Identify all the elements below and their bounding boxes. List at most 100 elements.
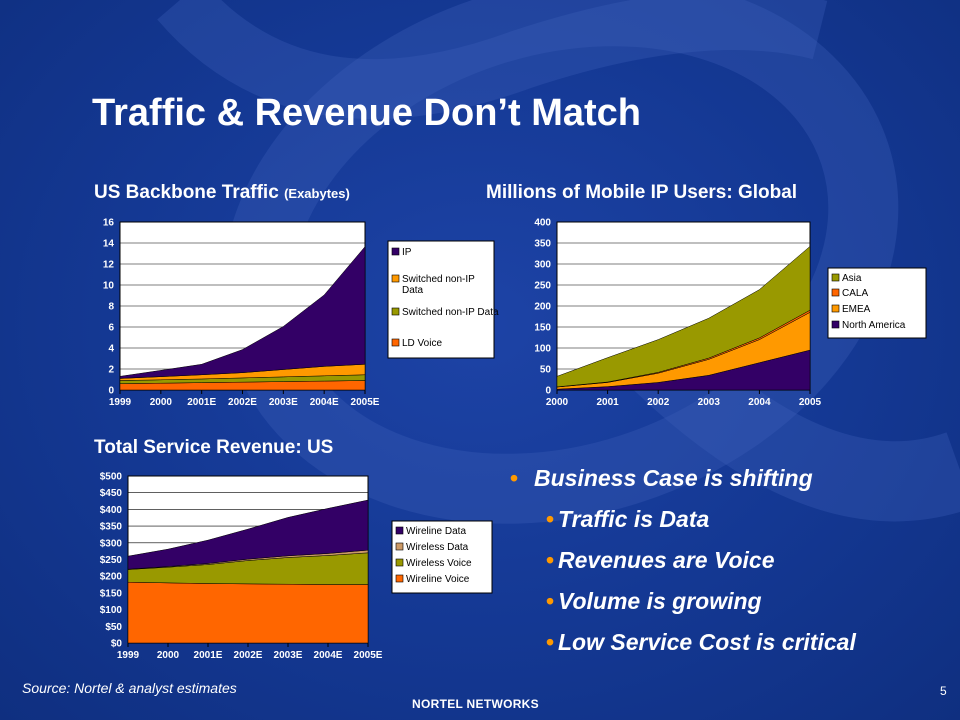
y-tick-label: 0	[108, 386, 114, 397]
bullet-item: • Low Service Cost is critical	[510, 629, 856, 670]
y-tick-label: $100	[100, 605, 123, 616]
bullet-item: • Traffic is Data	[510, 506, 856, 547]
source-note: Source: Nortel & analyst estimates	[22, 680, 237, 696]
y-tick-label: 6	[108, 323, 114, 334]
x-tick-label: 2005E	[354, 650, 383, 661]
x-tick-label: 2005	[799, 397, 822, 408]
x-tick-label: 1999	[109, 397, 132, 408]
x-tick-label: 2001E	[194, 650, 223, 661]
y-tick-label: 200	[534, 302, 551, 313]
series-area-ip	[119, 245, 366, 379]
y-tick-label: 0	[545, 386, 551, 397]
legend-swatch	[831, 288, 840, 297]
y-tick-label: 350	[534, 239, 551, 250]
x-tick-label: 2000	[546, 397, 569, 408]
series-area-wireline-voice	[127, 581, 369, 644]
bullet-text: Traffic is Data	[558, 506, 710, 532]
bullet-dot-icon: •	[510, 465, 519, 491]
legend-label: Wireline Voice	[406, 574, 470, 585]
bullet-dot-icon: •	[546, 547, 555, 573]
slide-title: Traffic & Revenue Don’t Match	[92, 92, 641, 134]
y-tick-label: 400	[534, 218, 551, 229]
legend-label: Switched non-IP Data	[402, 307, 499, 318]
y-tick-label: 300	[534, 260, 551, 271]
y-tick-label: 10	[103, 281, 115, 292]
bullet-item: • Volume is growing	[510, 588, 856, 629]
revenue-chart-title: Total Service Revenue: US	[94, 437, 334, 458]
x-tick-label: 2003	[698, 397, 721, 408]
legend-label: IP	[402, 247, 412, 258]
legend-label: CALA	[842, 288, 868, 299]
traffic-chart-title-main: US Backbone Traffic	[94, 182, 279, 203]
x-tick-label: 2001	[596, 397, 619, 408]
x-tick-label: 2003E	[274, 650, 303, 661]
legend-label: Switched non-IP	[402, 274, 475, 285]
traffic-chart-title-unit: (Exabytes)	[284, 186, 350, 201]
bullet-dot-icon: •	[546, 506, 555, 532]
x-tick-label: 2004E	[314, 650, 343, 661]
y-tick-label: $150	[100, 588, 123, 599]
x-tick-label: 2004E	[310, 397, 339, 408]
legend-swatch	[831, 273, 840, 282]
legend-box	[387, 240, 495, 359]
y-tick-label: 150	[534, 323, 551, 334]
bullet-list: • Business Case is shifting • Traffic is D…	[510, 465, 856, 670]
bullet-item: • Business Case is shifting	[510, 465, 856, 506]
legend-swatch	[395, 542, 404, 551]
legend-label: Wireline Data	[406, 526, 466, 537]
x-tick-label: 2000	[150, 397, 173, 408]
y-tick-label: 2	[108, 365, 114, 376]
y-tick-label: $300	[100, 538, 123, 549]
legend-label: EMEA	[842, 304, 871, 315]
x-tick-label: 2002E	[228, 397, 257, 408]
legend-swatch	[395, 558, 404, 567]
bullet-text: Revenues are Voice	[558, 547, 775, 573]
y-tick-label: $350	[100, 522, 123, 533]
x-tick-label: 2003E	[269, 397, 298, 408]
legend-label: North America	[842, 320, 906, 331]
legend-swatch	[395, 574, 404, 583]
bullet-dot-icon: •	[546, 629, 555, 655]
page-number: 5	[940, 684, 947, 698]
legend-swatch	[395, 526, 404, 535]
x-tick-label: 2005E	[351, 397, 380, 408]
bullet-text: Volume is growing	[558, 588, 762, 614]
footer-brand: NORTEL NETWORKS	[412, 697, 539, 711]
legend-swatch	[391, 274, 400, 283]
legend-swatch	[391, 247, 400, 256]
y-tick-label: $400	[100, 505, 123, 516]
y-tick-label: 14	[103, 239, 115, 250]
bullet-dot-icon: •	[546, 588, 555, 614]
x-tick-label: 2002E	[234, 650, 263, 661]
legend-label-continued: Data	[402, 285, 424, 296]
y-tick-label: 12	[103, 260, 115, 271]
x-tick-label: 2002	[647, 397, 670, 408]
legend-swatch	[831, 320, 840, 329]
legend-label: LD Voice	[402, 338, 442, 349]
y-tick-label: $200	[100, 572, 123, 583]
legend-box	[391, 520, 493, 594]
bullet-item: • Revenues are Voice	[510, 547, 856, 588]
y-tick-label: 100	[534, 344, 551, 355]
legend-swatch	[391, 307, 400, 316]
bullet-text: Low Service Cost is critical	[558, 629, 856, 655]
y-tick-label: 50	[540, 365, 552, 376]
y-tick-label: 4	[108, 344, 114, 355]
mobile-chart-title: Millions of Mobile IP Users: Global	[486, 182, 798, 203]
legend-label: Wireless Data	[406, 542, 469, 553]
legend-swatch	[391, 338, 400, 347]
traffic-chart-title: US Backbone Traffic (Exabytes)	[94, 182, 350, 204]
series-area-asia	[556, 245, 811, 388]
y-tick-label: $50	[105, 622, 122, 633]
y-tick-label: $0	[111, 639, 123, 650]
x-tick-label: 2000	[157, 650, 180, 661]
bullet-text: Business Case is shifting	[534, 465, 813, 491]
y-tick-label: 8	[108, 302, 114, 313]
series-area-wireline-data	[127, 499, 369, 570]
x-tick-label: 2004	[748, 397, 771, 408]
legend-box	[827, 267, 927, 339]
legend-label: Wireless Voice	[406, 558, 472, 569]
